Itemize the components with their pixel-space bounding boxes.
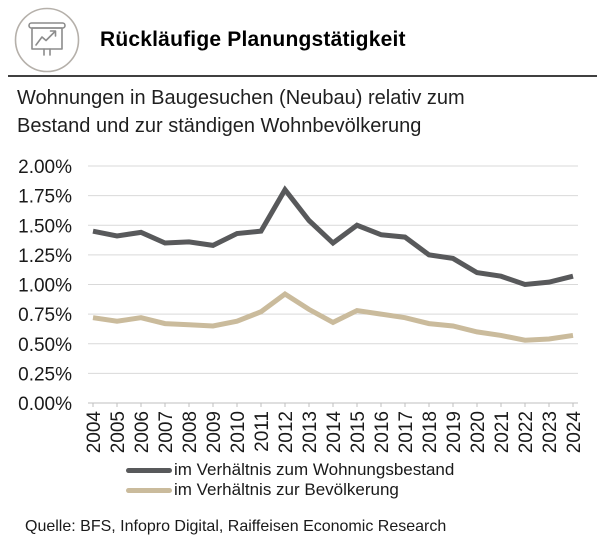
x-axis (88, 402, 578, 407)
svg-text:2012: 2012 (276, 411, 297, 453)
legend-label-bevoelkerung: im Verhältnis zur Bevölkerung (174, 480, 399, 499)
svg-text:0.75%: 0.75% (18, 305, 72, 326)
svg-text:2010: 2010 (228, 411, 249, 453)
page-title: Rückläufige Planungstätigkeit (100, 28, 406, 51)
chart-subtitle-line2: Bestand und zur ständigen Wohnbevölkerun… (17, 115, 422, 137)
legend-label-wohnungsbestand: im Verhältnis zum Wohnungsbestand (174, 460, 455, 479)
svg-text:2024: 2024 (564, 411, 585, 454)
svg-text:0.25%: 0.25% (18, 364, 72, 385)
svg-text:2019: 2019 (444, 411, 465, 453)
y-axis-labels: 0.00% 0.25% 0.50% 0.75% 1.00% 1.25% 1.50% 1.75%… (18, 157, 72, 415)
svg-text:2009: 2009 (204, 411, 225, 453)
svg-text:2018: 2018 (420, 411, 441, 453)
svg-text:1.00%: 1.00% (18, 276, 72, 297)
svg-text:2008: 2008 (180, 411, 201, 453)
series-line-0 (92, 185, 574, 288)
x-axis-labels: 2004 2005 2006 2007 2008 2009 2010 2011 2012 2013… (84, 411, 585, 454)
svg-text:2017: 2017 (396, 411, 417, 453)
svg-text:0.00%: 0.00% (18, 394, 72, 415)
svg-text:2022: 2022 (516, 411, 537, 453)
y-gridlines (88, 165, 578, 374)
svg-text:2014: 2014 (324, 411, 345, 454)
svg-text:1.75%: 1.75% (18, 187, 72, 208)
presentation-chart-icon (14, 7, 80, 73)
legend-swatch-bevoelkerung (126, 487, 172, 493)
svg-text:2021: 2021 (492, 411, 513, 453)
svg-text:2011: 2011 (252, 411, 273, 452)
svg-text:2023: 2023 (540, 411, 561, 453)
svg-text:2005: 2005 (108, 411, 129, 453)
series-line-1 (92, 290, 574, 343)
svg-text:2007: 2007 (156, 411, 177, 453)
chart-subtitle-line1: Wohnungen in Baugesuchen (Neubau) relati… (17, 87, 465, 109)
source-note: Quelle: BFS, Infopro Digital, Raiffeisen… (25, 518, 447, 535)
svg-text:2.00%: 2.00% (18, 157, 72, 178)
svg-text:2013: 2013 (300, 411, 321, 453)
svg-text:2016: 2016 (372, 411, 393, 453)
chart-subtitle: Wohnungen in Baugesuchen (Neubau) relati… (17, 84, 592, 140)
legend: im Verhältnis zum Wohnungsbestand im Ver… (126, 460, 454, 500)
svg-text:1.25%: 1.25% (18, 246, 72, 267)
legend-item-bevoelkerung: im Verhältnis zur Bevölkerung (126, 480, 454, 500)
svg-text:2006: 2006 (132, 411, 153, 453)
svg-text:2004: 2004 (84, 411, 105, 454)
legend-swatch-wohnungsbestand (126, 467, 172, 473)
legend-item-wohnungsbestand: im Verhältnis zum Wohnungsbestand (126, 460, 454, 480)
svg-text:1.50%: 1.50% (18, 216, 72, 237)
svg-text:2015: 2015 (348, 411, 369, 453)
header-divider (8, 75, 597, 77)
svg-text:2020: 2020 (468, 411, 489, 453)
svg-text:0.50%: 0.50% (18, 335, 72, 356)
